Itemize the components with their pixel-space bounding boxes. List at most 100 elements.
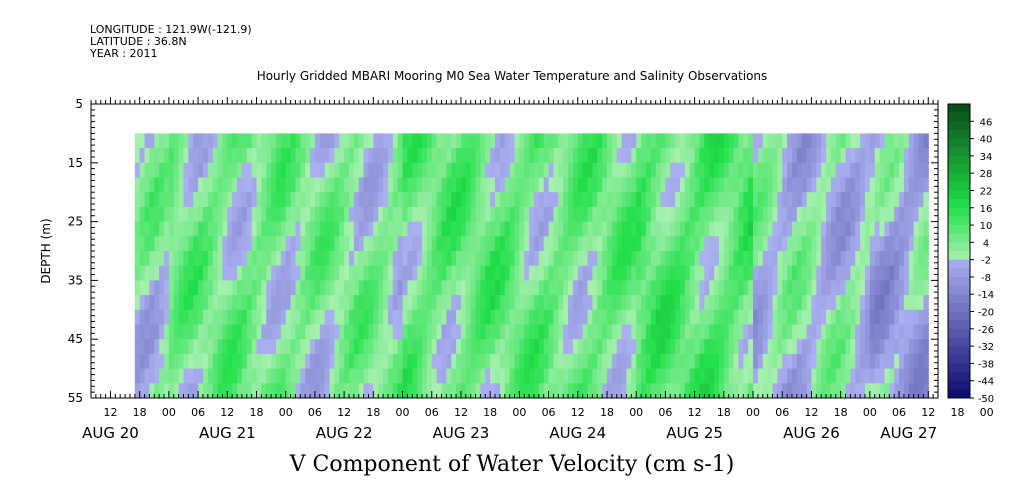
heatmap-cell xyxy=(164,324,170,340)
heatmap-cell xyxy=(572,177,579,193)
heatmap-cell xyxy=(217,251,224,267)
heatmap-cell xyxy=(339,295,345,311)
heatmap-cell xyxy=(796,339,803,355)
heatmap-cell xyxy=(290,192,297,208)
heatmap-cell xyxy=(212,295,219,311)
heatmap-cell xyxy=(154,280,160,296)
heatmap-cell xyxy=(417,133,423,149)
heatmap-cell xyxy=(485,353,491,370)
heatmap-cell xyxy=(733,368,740,384)
heatmap-cell xyxy=(543,265,550,281)
heatmap-cell xyxy=(290,221,297,237)
heatmap-cell xyxy=(723,206,730,223)
heatmap-cell xyxy=(475,295,482,311)
heatmap-cell xyxy=(426,251,433,267)
heatmap-cell xyxy=(568,177,574,193)
heatmap-cell xyxy=(383,280,389,296)
heatmap-cell xyxy=(665,192,671,208)
heatmap-cell xyxy=(543,192,550,208)
heatmap-cell xyxy=(626,177,632,193)
heatmap-cell xyxy=(168,251,175,267)
heatmap-cell xyxy=(777,324,783,340)
heatmap-cell xyxy=(373,192,379,208)
heatmap-cell xyxy=(597,192,603,208)
heatmap-cell xyxy=(519,206,525,223)
heatmap-cell xyxy=(923,206,929,223)
heatmap-cell xyxy=(490,162,496,179)
heatmap-cell xyxy=(680,192,686,208)
heatmap-cell xyxy=(373,162,379,179)
heatmap-cell xyxy=(134,309,141,326)
heatmap-cell xyxy=(548,324,555,340)
heatmap-cell xyxy=(704,251,710,267)
heatmap-cell xyxy=(246,280,253,296)
heatmap-cell xyxy=(611,265,618,281)
heatmap-cell xyxy=(821,280,827,296)
heatmap-cell xyxy=(465,339,472,355)
heatmap-cell xyxy=(504,177,511,193)
heatmap-cell xyxy=(149,148,155,164)
heatmap-cell xyxy=(490,177,496,193)
heatmap-cell xyxy=(680,383,686,398)
heatmap-cell xyxy=(533,368,540,384)
colorbar-label: -32 xyxy=(978,342,994,353)
heatmap-cell xyxy=(558,192,564,208)
heatmap-cell xyxy=(621,206,628,223)
heatmap-cell xyxy=(300,192,306,208)
heatmap-cell xyxy=(237,148,243,164)
heatmap-cell xyxy=(188,265,194,281)
heatmap-cell xyxy=(339,339,345,355)
heatmap-cell xyxy=(422,324,428,340)
heatmap-cell xyxy=(329,309,335,326)
heatmap-cell xyxy=(460,353,467,370)
heatmap-cell xyxy=(796,251,803,267)
heatmap-cell xyxy=(577,251,584,267)
heatmap-cell xyxy=(801,265,808,281)
heatmap-cell xyxy=(285,265,292,281)
heatmap-cell xyxy=(884,206,890,223)
heatmap-cell xyxy=(339,383,345,398)
heatmap-cell xyxy=(714,192,720,208)
heatmap-cell xyxy=(850,280,856,296)
heatmap-cell xyxy=(796,236,803,252)
heatmap-cell xyxy=(806,177,813,193)
heatmap-cell xyxy=(412,368,418,384)
heatmap-cell xyxy=(470,148,477,164)
heatmap-cell xyxy=(650,192,657,208)
heatmap-cell xyxy=(407,383,413,398)
heatmap-cell xyxy=(689,221,696,237)
heatmap-cell xyxy=(913,192,920,208)
heatmap-cell xyxy=(504,265,511,281)
heatmap-cell xyxy=(806,148,813,164)
heatmap-cell xyxy=(207,265,214,281)
heatmap-cell xyxy=(387,295,394,311)
heatmap-cell xyxy=(543,148,550,164)
heatmap-cell xyxy=(314,162,321,179)
heatmap-cell xyxy=(689,295,696,311)
heatmap-cell xyxy=(855,368,861,384)
heatmap-cell xyxy=(183,206,189,223)
heatmap-cell xyxy=(572,162,579,179)
heatmap-cell xyxy=(860,339,866,355)
colorbar-label: -26 xyxy=(978,325,994,336)
heatmap-cell xyxy=(899,339,905,355)
heatmap-cell xyxy=(188,148,194,164)
heatmap-cell xyxy=(392,295,399,311)
heatmap-cell xyxy=(718,236,725,252)
heatmap-cell xyxy=(139,206,146,223)
heatmap-cell xyxy=(874,206,881,223)
heatmap-cell xyxy=(222,309,228,326)
heatmap-cell xyxy=(772,280,778,296)
heatmap-cell xyxy=(777,221,783,237)
heatmap-cell xyxy=(845,295,851,311)
heatmap-cell xyxy=(611,133,618,149)
heatmap-cell xyxy=(529,162,535,179)
heatmap-cell xyxy=(587,236,593,252)
heatmap-cell xyxy=(723,236,730,252)
heatmap-cell xyxy=(310,192,316,208)
heatmap-cell xyxy=(728,236,735,252)
heatmap-cell xyxy=(383,206,389,223)
heatmap-cell xyxy=(295,206,301,223)
heatmap-cell xyxy=(675,353,681,370)
heatmap-cell xyxy=(738,206,744,223)
